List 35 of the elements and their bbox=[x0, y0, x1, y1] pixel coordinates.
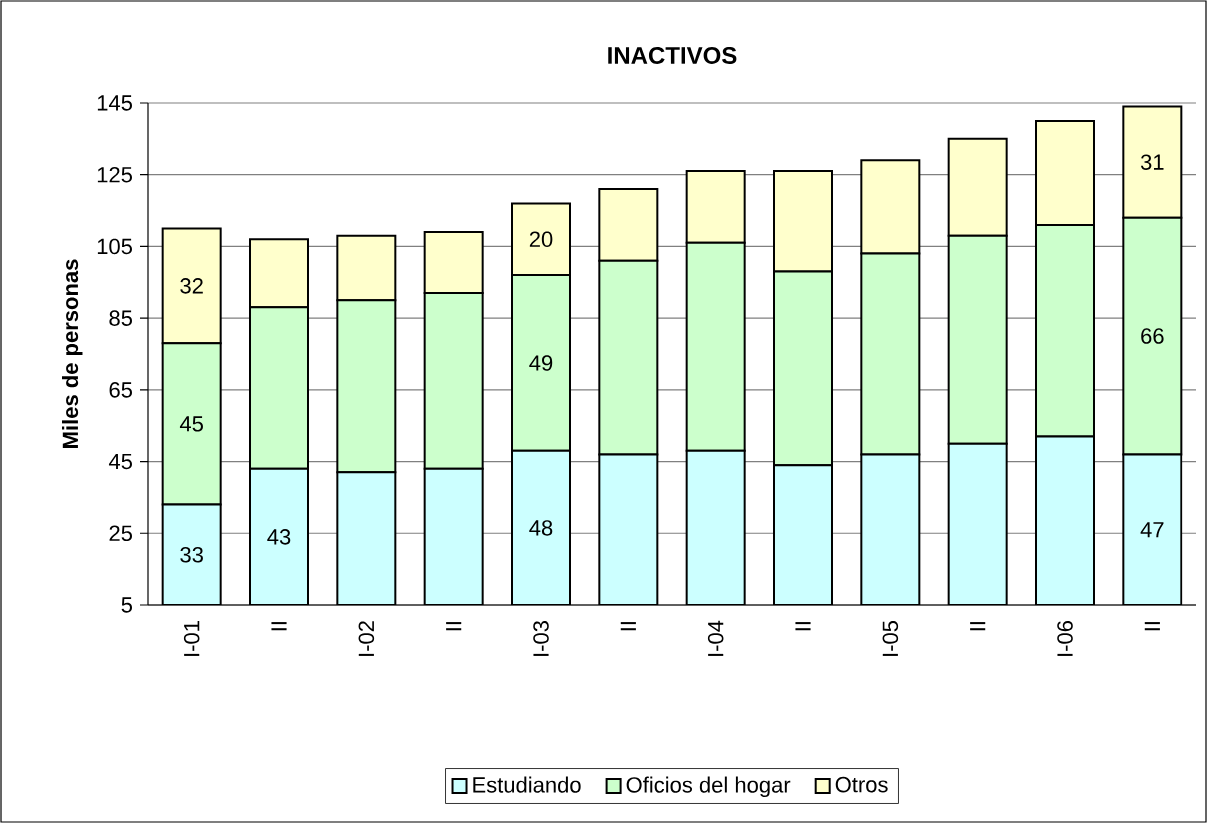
legend-label: Otros bbox=[835, 776, 888, 793]
y-tick-label: 125 bbox=[97, 166, 132, 183]
y-tick-label: 45 bbox=[108, 453, 132, 470]
data-label: 47 bbox=[1140, 522, 1164, 538]
x-tick-label: II bbox=[446, 622, 462, 631]
y-tick-label: 105 bbox=[97, 238, 132, 255]
y-axis-title: Miles de personas bbox=[62, 259, 83, 448]
y-tick-label: 25 bbox=[109, 525, 132, 542]
data-label: 32 bbox=[180, 278, 203, 294]
x-tick-label: I-03 bbox=[533, 621, 549, 656]
x-tick-label: II bbox=[271, 622, 287, 631]
data-label: 31 bbox=[1140, 154, 1164, 170]
legend-label: Estudiando bbox=[473, 776, 581, 793]
x-tick-label: I-04 bbox=[707, 620, 724, 656]
data-label: 33 bbox=[180, 547, 203, 563]
x-tick-label: II bbox=[1144, 622, 1160, 631]
x-tick-label: I-05 bbox=[882, 621, 899, 656]
data-label: 49 bbox=[529, 355, 553, 371]
data-label: 66 bbox=[1141, 328, 1164, 344]
y-tick-label: 85 bbox=[109, 310, 132, 326]
chart-title: INACTIVOS bbox=[608, 46, 737, 64]
data-label: 45 bbox=[179, 416, 203, 432]
x-tick-label: II bbox=[620, 622, 636, 631]
y-tick-label: 145 bbox=[97, 95, 132, 111]
x-tick-label: I-01 bbox=[183, 621, 200, 656]
x-tick-label: I-02 bbox=[358, 621, 375, 656]
x-tick-label: I-06 bbox=[1057, 621, 1073, 656]
data-label: 43 bbox=[267, 529, 291, 545]
x-tick-label: II bbox=[970, 622, 986, 631]
legend-label: Oficios del hogar bbox=[626, 776, 791, 798]
data-label: 48 bbox=[529, 520, 553, 536]
y-tick-label: 65 bbox=[109, 382, 132, 398]
data-label: 20 bbox=[529, 231, 553, 248]
x-tick-label: II bbox=[795, 622, 811, 631]
y-tick-label: 5 bbox=[121, 597, 132, 613]
